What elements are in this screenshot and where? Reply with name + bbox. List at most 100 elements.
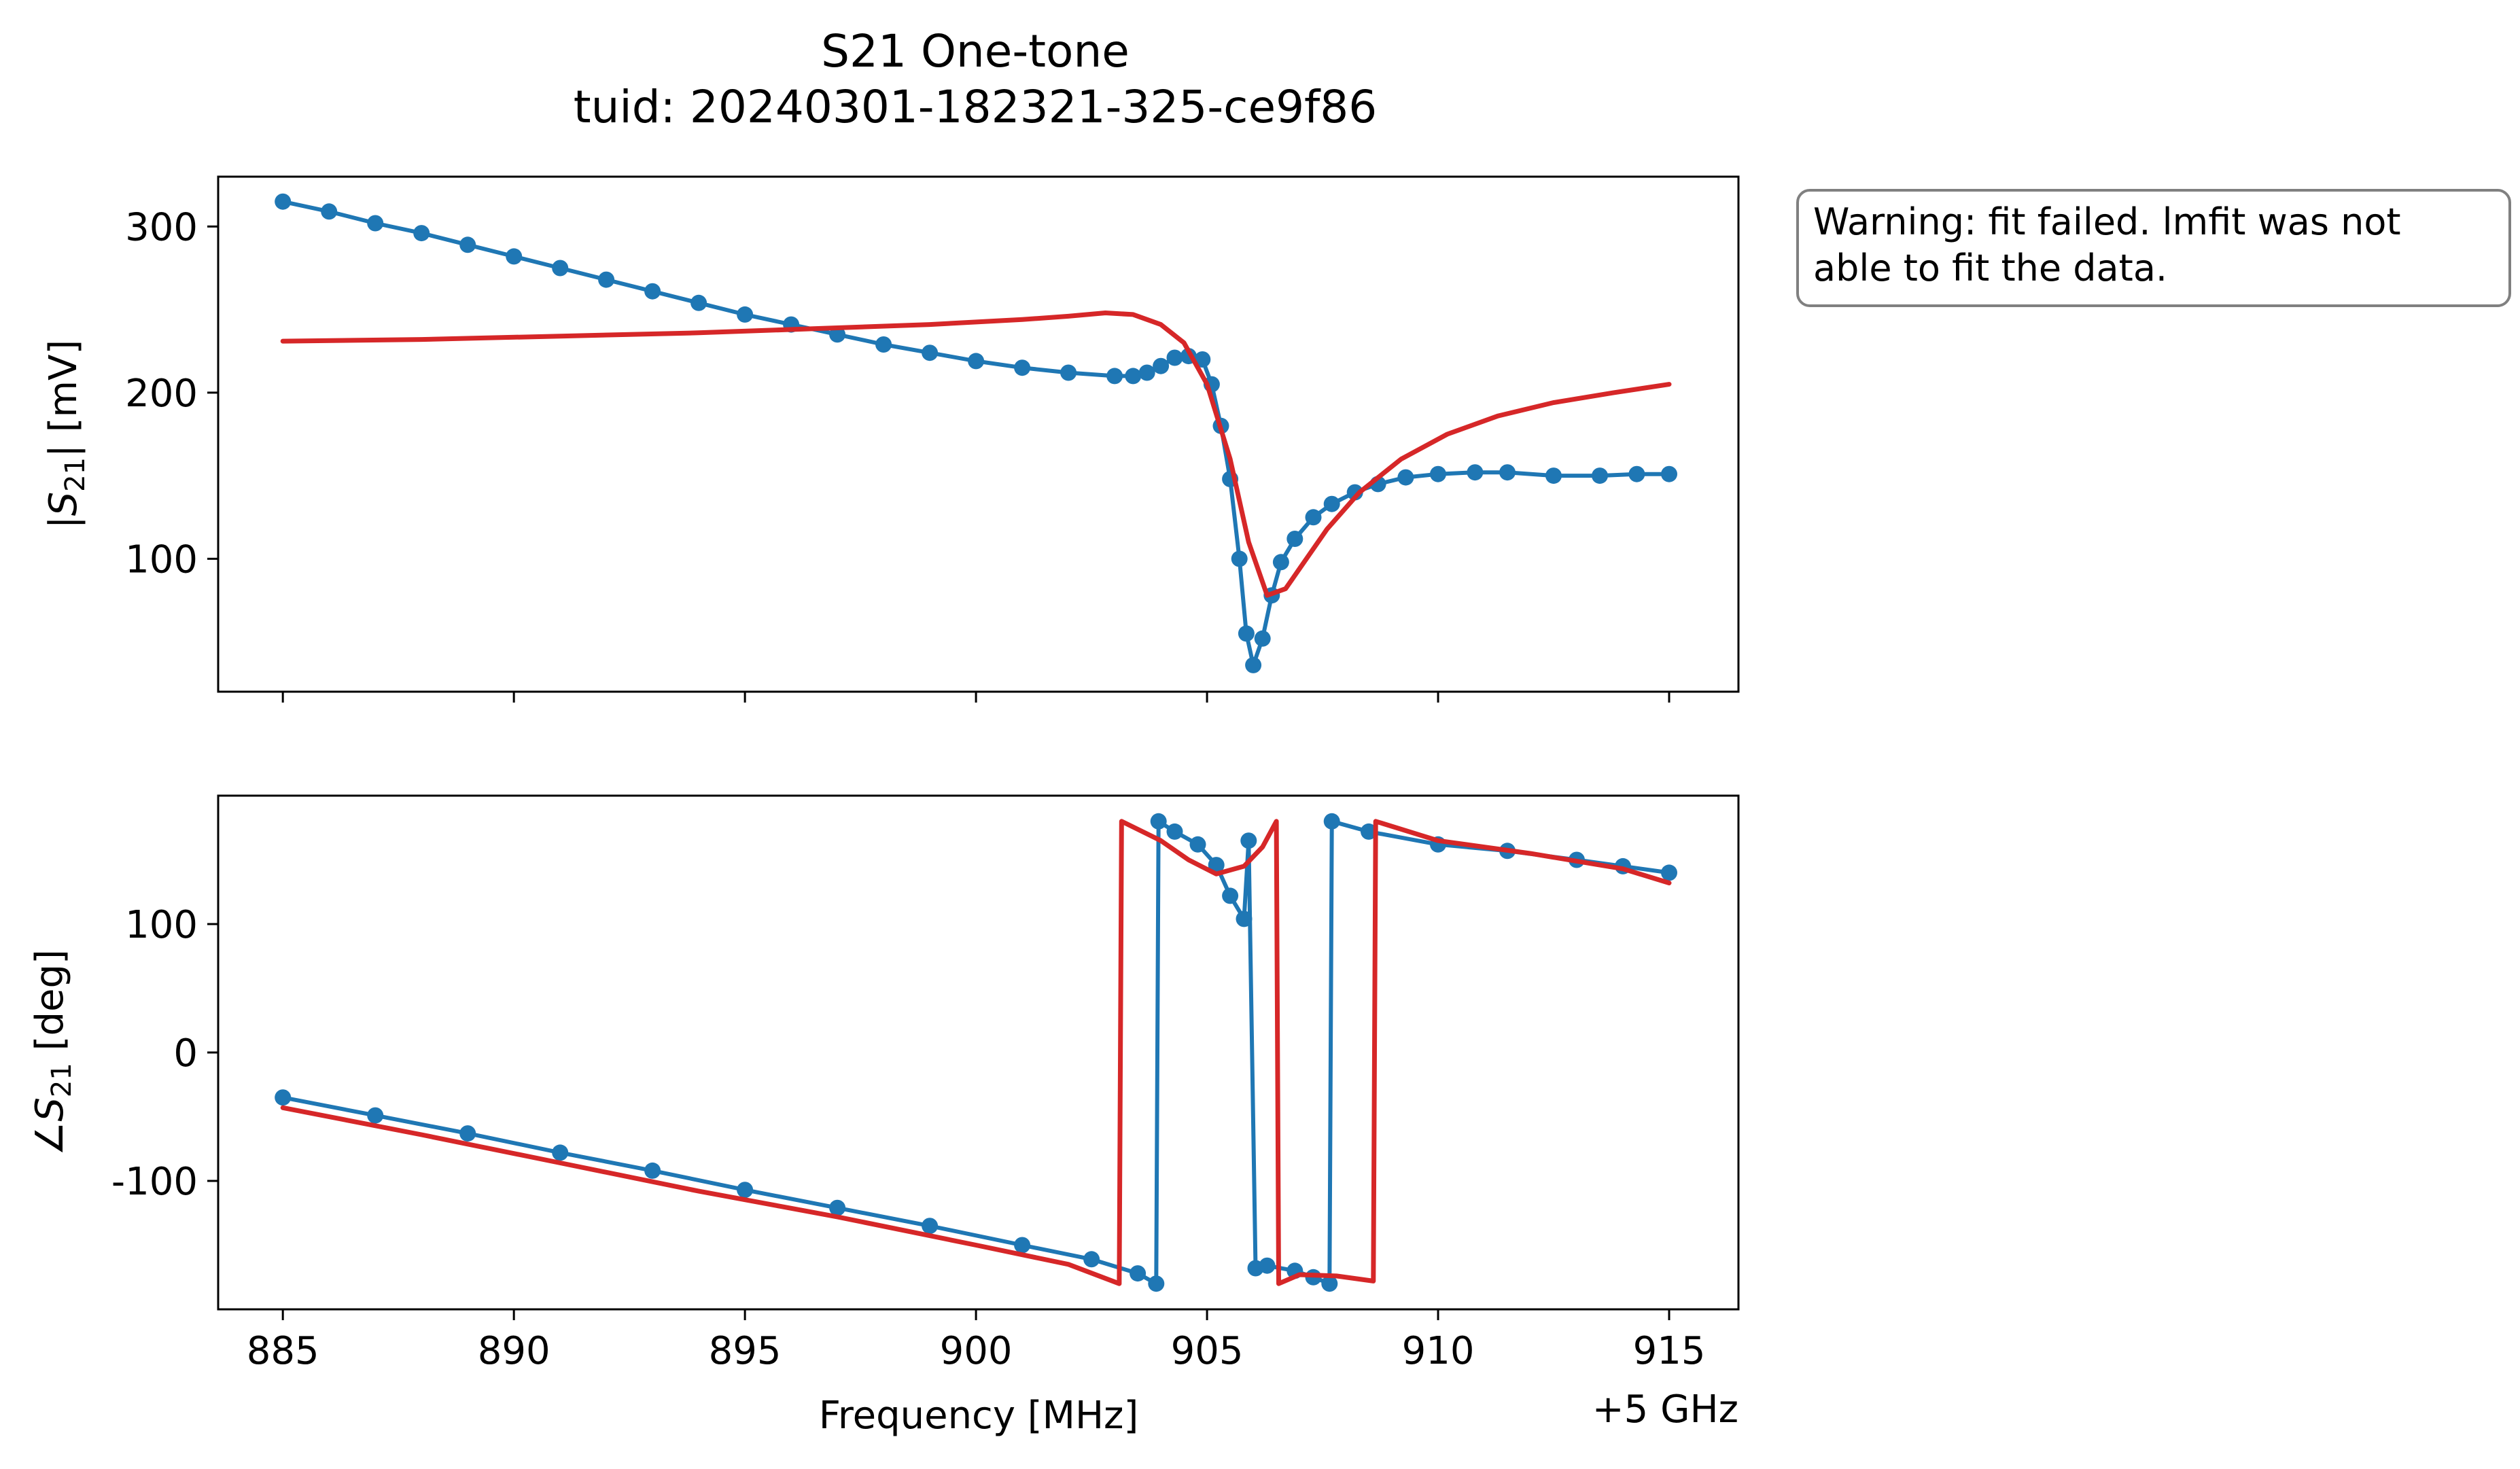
magnitude-y-tick-label: 300 bbox=[125, 205, 198, 249]
magnitude-data-point bbox=[1628, 465, 1645, 482]
magnitude-data-point bbox=[1323, 495, 1340, 512]
magnitude-data-point bbox=[1125, 368, 1142, 385]
ylabel-symbol: S bbox=[41, 492, 86, 516]
phase-data-point bbox=[1150, 813, 1167, 830]
chart-subtitle: tuid: 20240301-182321-325-ce9f86 bbox=[574, 81, 1378, 133]
ylabel-prefix: ∠ bbox=[28, 1122, 72, 1156]
ylabel-subscript: 21 bbox=[46, 1063, 77, 1097]
magnitude-data-point bbox=[1106, 368, 1123, 385]
phase-data-point bbox=[275, 1089, 292, 1106]
magnitude-data-point bbox=[1014, 359, 1031, 376]
magnitude-y-tick-label: 100 bbox=[125, 537, 198, 582]
phase-data-point bbox=[1321, 1275, 1338, 1292]
phase-data-point bbox=[1014, 1237, 1031, 1254]
phase-y-tick-label: 0 bbox=[173, 1031, 198, 1076]
x-offset-label: +5 GHz bbox=[1592, 1387, 1738, 1432]
magnitude-data-point bbox=[1287, 531, 1303, 547]
phase-data-point bbox=[829, 1199, 846, 1216]
phase-y-tick-label: 100 bbox=[125, 903, 198, 947]
magnitude-data-point bbox=[1231, 550, 1248, 567]
phase-data-point bbox=[1083, 1251, 1100, 1268]
phase-panel: 885 890 895 900 905 910 915 -100 0 100 ∠S21 [deg]… bbox=[28, 794, 1740, 1438]
magnitude-data-point bbox=[1397, 469, 1414, 486]
phase-x-tick-label: 885 bbox=[247, 1329, 319, 1373]
magnitude-data-point bbox=[598, 271, 615, 288]
phase-data-point bbox=[1661, 864, 1677, 881]
x-axis-label: Frequency [MHz] bbox=[819, 1394, 1139, 1438]
magnitude-data-point bbox=[506, 248, 523, 265]
phase-data-point bbox=[1236, 910, 1253, 927]
phase-data-point bbox=[1240, 832, 1257, 849]
phase-data-point bbox=[737, 1182, 754, 1199]
magnitude-data-point bbox=[1592, 467, 1608, 484]
magnitude-data-point bbox=[1166, 349, 1183, 366]
magnitude-data-point bbox=[1430, 465, 1446, 482]
magnitude-fit-line bbox=[280, 311, 1672, 598]
phase-data-point bbox=[1361, 823, 1377, 840]
warning-line-2: able to fit the data. bbox=[1813, 247, 2167, 289]
phase-data-point bbox=[459, 1125, 476, 1142]
phase-data-point bbox=[1148, 1275, 1165, 1292]
phase-x-tick-label: 890 bbox=[478, 1329, 550, 1373]
ylabel-suffix: | [mV] bbox=[41, 340, 86, 457]
phase-data-point bbox=[644, 1162, 661, 1179]
chart-title: S21 One-tone bbox=[821, 25, 1130, 77]
phase-ticks: 885 890 895 900 905 910 915 -100 0 100 bbox=[111, 903, 1706, 1373]
phase-data-point bbox=[1166, 823, 1183, 840]
phase-x-tick-label: 910 bbox=[1402, 1329, 1475, 1373]
magnitude-data-point bbox=[829, 326, 846, 343]
ylabel-prefix: | bbox=[41, 516, 86, 529]
phase-plot-area bbox=[275, 813, 1677, 1292]
ylabel-subscript: 21 bbox=[60, 457, 91, 492]
magnitude-data-point bbox=[1138, 364, 1155, 381]
magnitude-ylabel: |S21| [mV] bbox=[41, 340, 91, 529]
phase-data-point bbox=[1189, 836, 1206, 853]
magnitude-data-point bbox=[1467, 464, 1484, 481]
magnitude-data-point bbox=[1153, 357, 1170, 374]
phase-data-point bbox=[1323, 813, 1340, 830]
magnitude-data-point bbox=[459, 236, 476, 253]
magnitude-data-point bbox=[737, 306, 754, 323]
magnitude-panel: 100 200 300 |S21| [mV] bbox=[41, 175, 1740, 703]
phase-data-point bbox=[1130, 1265, 1147, 1282]
phase-data-point bbox=[1208, 857, 1225, 874]
magnitude-data-point bbox=[875, 336, 892, 353]
magnitude-data-point bbox=[1254, 630, 1271, 647]
magnitude-data-point bbox=[413, 225, 430, 242]
magnitude-data-point bbox=[1194, 351, 1211, 368]
magnitude-data-point bbox=[1305, 509, 1322, 526]
magnitude-plot-area bbox=[275, 193, 1677, 673]
warning-box bbox=[1796, 189, 2511, 307]
magnitude-data-point bbox=[1499, 464, 1516, 481]
magnitude-y-tick-label: 200 bbox=[125, 372, 198, 416]
magnitude-data-point bbox=[644, 283, 661, 300]
phase-fit-line bbox=[280, 819, 1672, 1286]
phase-data-point bbox=[367, 1107, 384, 1124]
phase-x-tick-label: 900 bbox=[940, 1329, 1013, 1373]
magnitude-data-point bbox=[552, 260, 569, 277]
phase-x-tick-label: 895 bbox=[709, 1329, 782, 1373]
ylabel-symbol: S bbox=[28, 1097, 72, 1122]
magnitude-data-point bbox=[367, 215, 384, 232]
magnitude-data-point bbox=[690, 294, 707, 311]
phase-data-point bbox=[1222, 887, 1239, 904]
phase-ylabel: ∠S21 [deg] bbox=[28, 949, 77, 1156]
phase-data-point bbox=[922, 1218, 939, 1235]
magnitude-data-point bbox=[1545, 467, 1562, 484]
phase-x-tick-label: 915 bbox=[1633, 1329, 1706, 1373]
fit-warning-annotation: Warning: fit failed. lmfit was not able … bbox=[1796, 189, 2511, 307]
magnitude-axes-frame bbox=[217, 175, 1740, 693]
magnitude-data-point bbox=[321, 203, 338, 220]
magnitude-data-point bbox=[1272, 554, 1289, 571]
magnitude-ticks: 100 200 300 bbox=[125, 205, 1670, 703]
warning-line-1: Warning: fit failed. lmfit was not bbox=[1813, 200, 2401, 243]
magnitude-data-point bbox=[922, 344, 939, 361]
magnitude-data-point bbox=[1245, 656, 1262, 673]
phase-data-point bbox=[1259, 1257, 1276, 1274]
magnitude-data-point bbox=[968, 353, 985, 370]
ylabel-suffix: [deg] bbox=[28, 949, 72, 1063]
phase-y-tick-label: -100 bbox=[111, 1160, 198, 1204]
magnitude-data-point bbox=[275, 193, 292, 210]
